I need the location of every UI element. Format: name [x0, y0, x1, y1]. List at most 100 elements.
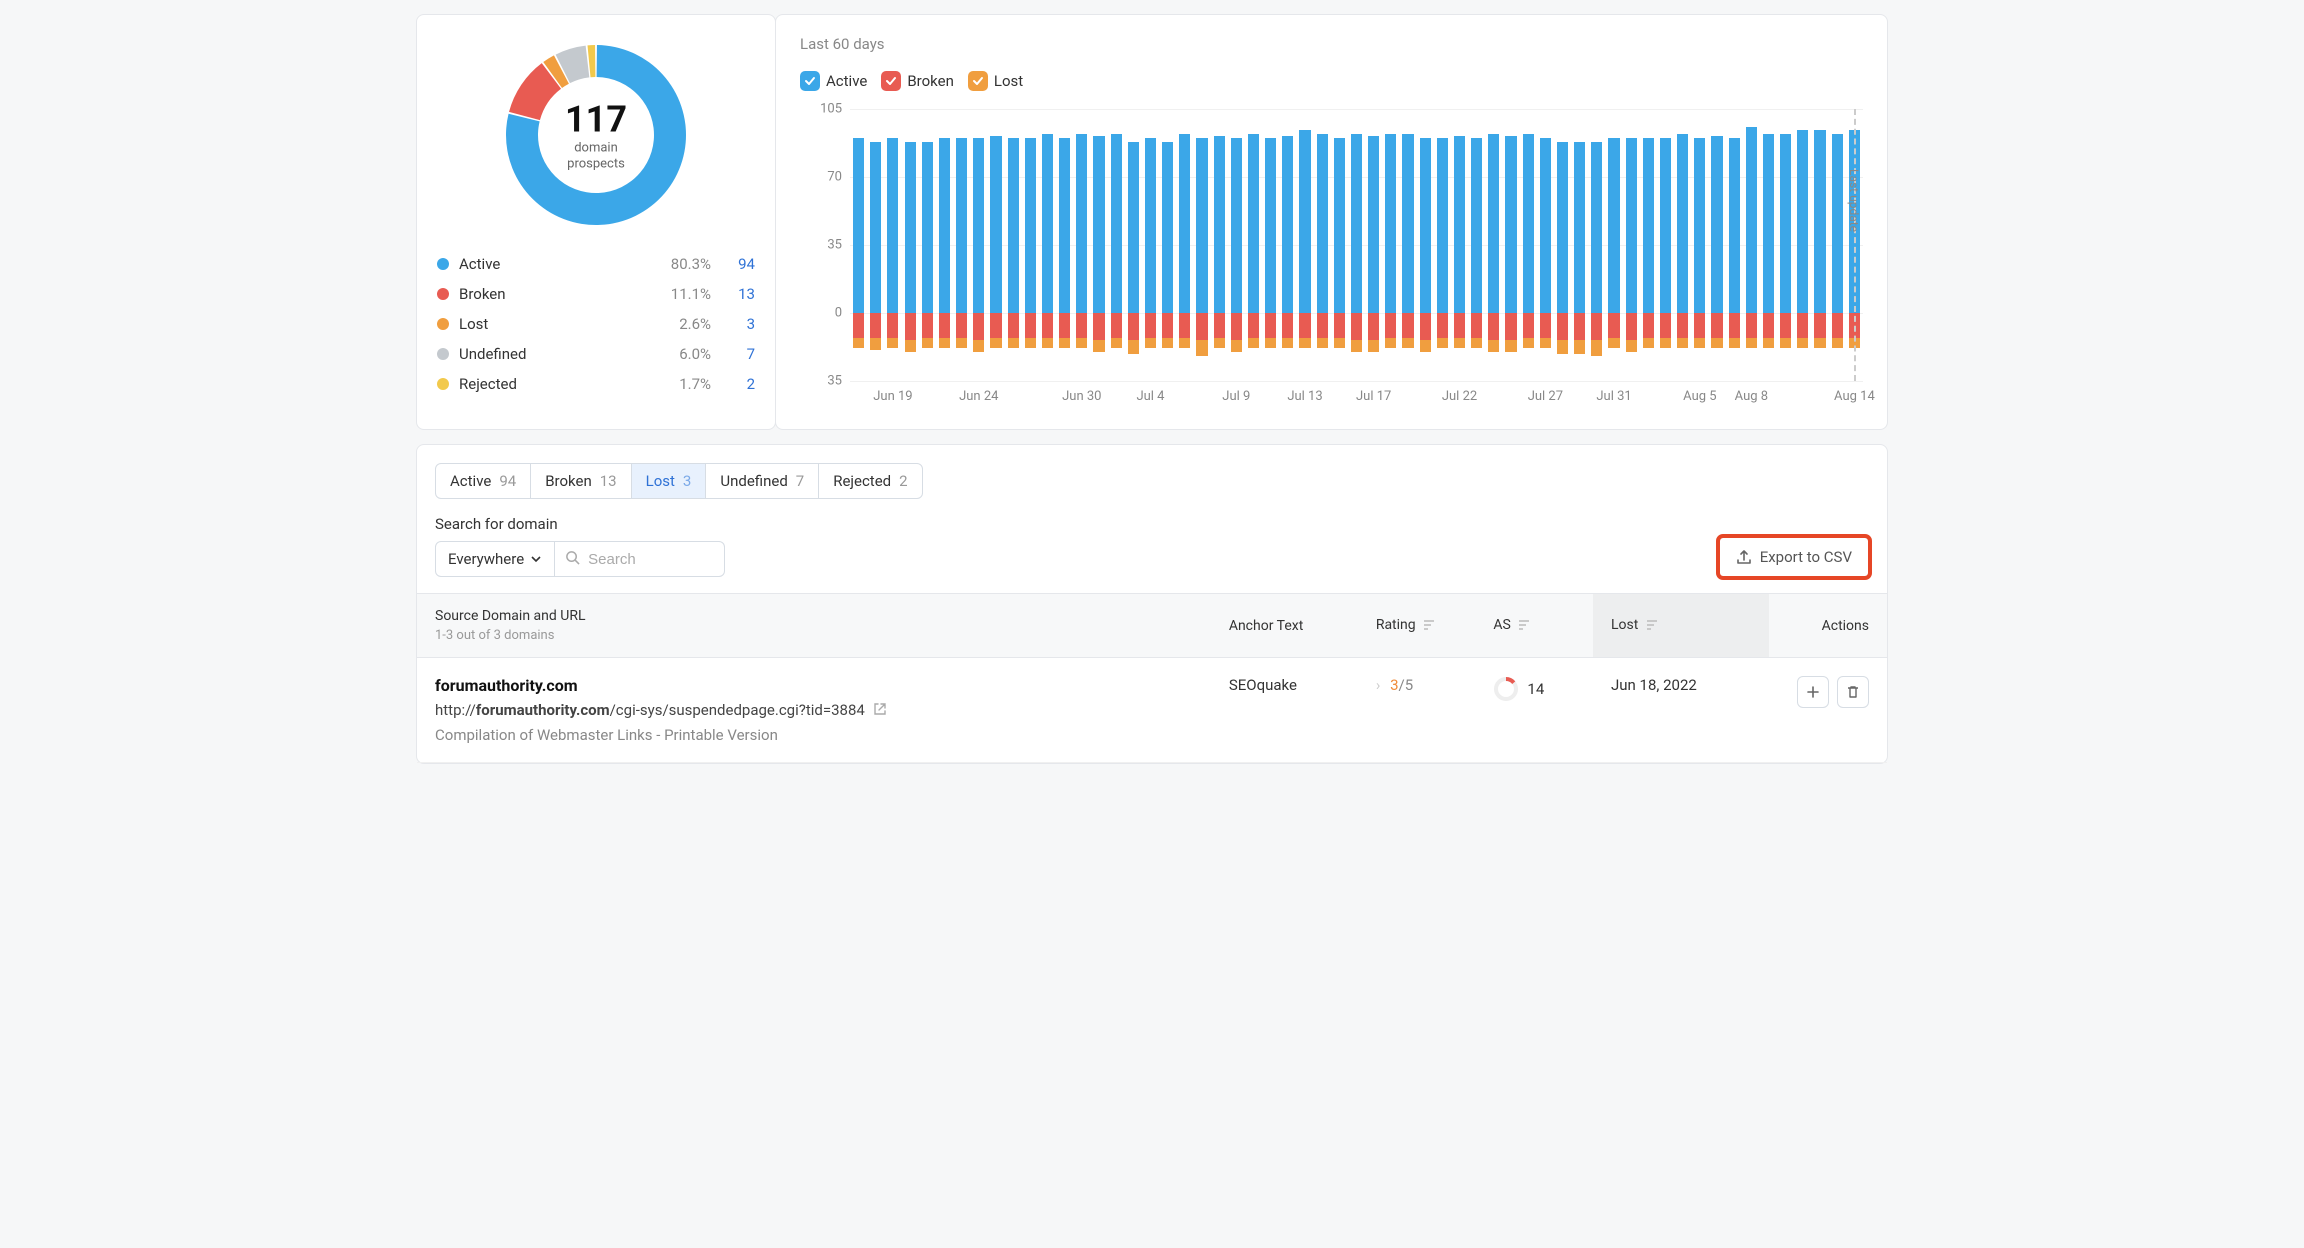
bar[interactable] — [1780, 109, 1791, 381]
bar[interactable] — [990, 109, 1001, 381]
bar[interactable] — [1763, 109, 1774, 381]
legend-row[interactable]: Rejected1.7%2 — [437, 375, 755, 393]
tab-broken[interactable]: Broken13 — [531, 464, 631, 498]
export-csv-button[interactable]: Export to CSV — [1719, 537, 1869, 577]
bar[interactable] — [1729, 109, 1740, 381]
bar[interactable] — [1488, 109, 1499, 381]
bar[interactable] — [1626, 109, 1637, 381]
checkbox-icon — [881, 71, 901, 91]
bar[interactable] — [1042, 109, 1053, 381]
bar[interactable] — [1059, 109, 1070, 381]
bar[interactable] — [1248, 109, 1259, 381]
export-csv-label: Export to CSV — [1760, 548, 1852, 566]
bar[interactable] — [887, 109, 898, 381]
legend-row[interactable]: Undefined6.0%7 — [437, 345, 755, 363]
legend-row[interactable]: Active80.3%94 — [437, 255, 755, 273]
bar[interactable] — [870, 109, 881, 381]
search-label: Search for domain — [435, 515, 725, 533]
bar[interactable] — [1505, 109, 1516, 381]
bar[interactable] — [1093, 109, 1104, 381]
bar[interactable] — [1471, 109, 1482, 381]
x-tick-label: Aug 14 — [1834, 389, 1875, 404]
row-rating[interactable]: › 3/5 — [1376, 676, 1413, 694]
bar[interactable] — [956, 109, 967, 381]
tab-active[interactable]: Active94 — [436, 464, 531, 498]
col-anchor: Anchor Text — [1211, 594, 1358, 658]
bar[interactable] — [1694, 109, 1705, 381]
bar[interactable] — [1282, 109, 1293, 381]
bar[interactable] — [1454, 109, 1465, 381]
bar[interactable] — [1008, 109, 1019, 381]
bar[interactable] — [1368, 109, 1379, 381]
legend-dot — [437, 348, 449, 360]
sort-icon — [1646, 618, 1658, 634]
bar[interactable] — [1797, 109, 1808, 381]
legend-row[interactable]: Broken11.1%13 — [437, 285, 755, 303]
bar[interactable] — [1145, 109, 1156, 381]
col-lost[interactable]: Lost — [1593, 594, 1769, 658]
row-domain[interactable]: forumauthority.com — [435, 676, 1193, 695]
bar[interactable] — [1660, 109, 1671, 381]
col-source: Source Domain and URL 1-3 out of 3 domai… — [417, 594, 1211, 658]
bar[interactable] — [1385, 109, 1396, 381]
bar[interactable] — [1196, 109, 1207, 381]
legend-count: 7 — [725, 345, 755, 363]
bar[interactable] — [1832, 109, 1843, 381]
bar[interactable] — [1643, 109, 1654, 381]
col-as[interactable]: AS — [1475, 594, 1593, 658]
search-scope-dropdown[interactable]: Everywhere — [435, 541, 555, 577]
legend-row[interactable]: Lost2.6%3 — [437, 315, 755, 333]
chart-series-toggle[interactable]: Lost — [968, 71, 1023, 91]
bar[interactable] — [1351, 109, 1362, 381]
bar[interactable] — [1076, 109, 1087, 381]
bar[interactable] — [1523, 109, 1534, 381]
bar[interactable] — [905, 109, 916, 381]
bar[interactable] — [1231, 109, 1242, 381]
bar[interactable] — [1814, 109, 1825, 381]
bar[interactable] — [1711, 109, 1722, 381]
chart-series-toggle[interactable]: Broken — [881, 71, 954, 91]
bar[interactable] — [939, 109, 950, 381]
bar[interactable] — [1420, 109, 1431, 381]
tab-undefined[interactable]: Undefined7 — [706, 464, 819, 498]
bar[interactable] — [1557, 109, 1568, 381]
bar[interactable] — [1025, 109, 1036, 381]
tab-rejected[interactable]: Rejected2 — [819, 464, 921, 498]
bar[interactable] — [1677, 109, 1688, 381]
col-rating[interactable]: Rating — [1358, 594, 1476, 658]
bar[interactable] — [1402, 109, 1413, 381]
bar[interactable] — [1317, 109, 1328, 381]
bar[interactable] — [922, 109, 933, 381]
bar[interactable] — [1111, 109, 1122, 381]
bar[interactable] — [1299, 109, 1310, 381]
bar[interactable] — [1591, 109, 1602, 381]
legend-count: 13 — [725, 285, 755, 303]
row-desc: Compilation of Webmaster Links - Printab… — [435, 726, 1193, 744]
tab-lost[interactable]: Lost3 — [632, 464, 707, 498]
bar[interactable] — [1334, 109, 1345, 381]
search-input[interactable] — [584, 543, 714, 576]
bar[interactable] — [1214, 109, 1225, 381]
external-link-icon[interactable] — [873, 702, 887, 720]
donut-legend: Active80.3%94 Broken11.1%13 Lost2.6%3 Undef… — [437, 255, 755, 393]
bar[interactable] — [1540, 109, 1551, 381]
tab-count: 2 — [899, 472, 907, 490]
bar[interactable] — [1746, 109, 1757, 381]
bar[interactable] — [1265, 109, 1276, 381]
bar[interactable] — [1574, 109, 1585, 381]
chart-series-toggle[interactable]: Active — [800, 71, 867, 91]
trend-card: Last 60 days ActiveBrokenLost 1057035035… — [775, 14, 1888, 430]
plus-icon — [1806, 685, 1820, 699]
search-icon — [565, 550, 580, 569]
bar[interactable] — [1162, 109, 1173, 381]
bar[interactable] — [1437, 109, 1448, 381]
row-url[interactable]: http://forumauthority.com/cgi-sys/suspen… — [435, 701, 1193, 720]
bar[interactable] — [1179, 109, 1190, 381]
add-button[interactable] — [1797, 676, 1829, 708]
delete-button[interactable] — [1837, 676, 1869, 708]
bar[interactable] — [973, 109, 984, 381]
bar[interactable] — [853, 109, 864, 381]
search-input-wrap[interactable] — [555, 541, 725, 577]
bar[interactable] — [1128, 109, 1139, 381]
bar[interactable] — [1608, 109, 1619, 381]
